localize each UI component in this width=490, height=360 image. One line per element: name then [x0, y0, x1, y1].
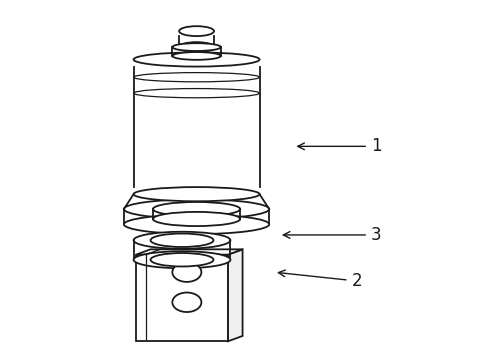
Ellipse shape [172, 52, 221, 60]
Ellipse shape [150, 234, 214, 247]
Ellipse shape [172, 262, 201, 282]
Ellipse shape [134, 251, 230, 268]
Ellipse shape [153, 202, 240, 216]
Ellipse shape [134, 73, 260, 82]
Text: 2: 2 [278, 270, 362, 290]
Ellipse shape [172, 293, 201, 312]
Polygon shape [136, 255, 228, 341]
Ellipse shape [124, 215, 269, 234]
Polygon shape [136, 249, 243, 255]
Ellipse shape [124, 199, 269, 219]
Ellipse shape [179, 42, 214, 52]
Ellipse shape [153, 212, 240, 226]
Ellipse shape [150, 253, 214, 266]
Ellipse shape [172, 43, 221, 51]
Ellipse shape [179, 26, 214, 36]
Ellipse shape [134, 89, 260, 98]
Text: 1: 1 [298, 137, 382, 155]
Text: 3: 3 [283, 226, 382, 244]
Ellipse shape [134, 187, 260, 201]
Polygon shape [228, 249, 243, 341]
Ellipse shape [134, 53, 260, 67]
Ellipse shape [134, 232, 230, 249]
